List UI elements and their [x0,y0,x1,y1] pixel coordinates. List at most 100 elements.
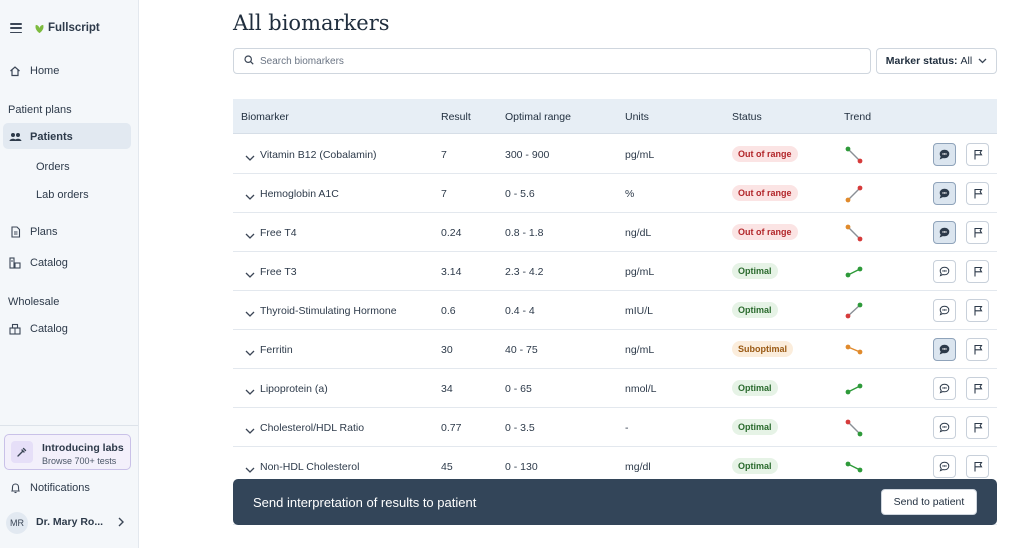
result-value: 34 [441,383,453,395]
comment-icon [939,149,950,160]
expand-chevron-icon[interactable] [245,383,255,401]
expand-chevron-icon[interactable] [245,422,255,440]
flag-button[interactable] [966,143,989,166]
result-value: 7 [441,149,447,161]
flag-button[interactable] [966,221,989,244]
trend-sparkline [845,266,863,278]
active-item-highlight [3,123,131,149]
search-input[interactable] [260,55,820,67]
promo-subtitle: Browse 700+ tests [42,456,117,466]
flag-button[interactable] [966,260,989,283]
table-row[interactable]: Free T3 3.14 2.3 - 4.2 pg/mL Optimal [233,252,997,291]
status-badge: Optimal [732,302,778,318]
marker-status-dropdown[interactable]: Marker status: All [876,48,997,74]
expand-chevron-icon[interactable] [245,344,255,362]
sidebar-item-lab-orders[interactable]: Lab orders [36,189,89,201]
flag-button[interactable] [966,416,989,439]
comment-icon [939,422,950,433]
comment-button[interactable] [933,182,956,205]
optimal-range: 0 - 3.5 [505,422,535,434]
comment-icon [939,266,950,277]
sidebar-header: Fullscript [10,22,100,34]
comment-button[interactable] [933,299,956,322]
biomarker-name: Lipoprotein (a) [260,383,328,395]
sidebar-item-catalog[interactable]: Catalog [8,256,68,270]
sidebar-item-patients[interactable]: Patients [8,130,73,144]
expand-chevron-icon[interactable] [245,461,255,479]
column-header-optimal-range[interactable]: Optimal range [505,111,571,123]
table-row[interactable]: Cholesterol/HDL Ratio 0.77 0 - 3.5 - Optimal [233,408,997,447]
table-header: Biomarker Result Optimal range Units Sta… [233,99,997,134]
comment-button[interactable] [933,260,956,283]
flag-button[interactable] [966,182,989,205]
status-filter-label: Marker status: [885,55,958,67]
status-badge: Optimal [732,458,778,474]
expand-chevron-icon[interactable] [245,305,255,323]
avatar[interactable]: MR [6,512,28,534]
flag-icon [973,344,982,355]
biomarker-name: Non-HDL Cholesterol [260,461,360,473]
comment-button[interactable] [933,221,956,244]
comment-button[interactable] [933,377,956,400]
user-name[interactable]: Dr. Mary Ro... [36,516,104,528]
table-row[interactable]: Lipoprotein (a) 34 0 - 65 nmol/L Optimal [233,369,997,408]
fullscript-logo[interactable]: Fullscript [34,22,100,34]
promo-title: Introducing labs [42,442,124,454]
comment-button[interactable] [933,143,956,166]
expand-chevron-icon[interactable] [245,266,255,284]
table-row[interactable]: Thyroid-Stimulating Hormone 0.6 0.4 - 4 mIU… [233,291,997,330]
optimal-range: 0 - 5.6 [505,188,535,200]
users-icon [8,130,22,144]
catalog-icon [8,256,22,270]
sidebar-item-plans[interactable]: Plans [8,225,58,239]
comment-button[interactable] [933,416,956,439]
table-row[interactable]: Free T4 0.24 0.8 - 1.8 ng/dL Out of range [233,213,997,252]
table-row[interactable]: Vitamin B12 (Cobalamin) 7 300 - 900 pg/mL Ou… [233,135,997,174]
column-header-result[interactable]: Result [441,111,471,123]
flag-button[interactable] [966,377,989,400]
optimal-range: 40 - 75 [505,344,538,356]
flag-button[interactable] [966,299,989,322]
expand-chevron-icon[interactable] [245,188,255,206]
flag-button[interactable] [966,455,989,478]
sidebar-item-orders[interactable]: Orders [36,161,70,173]
optimal-range: 0.4 - 4 [505,305,535,317]
biomarker-name: Cholesterol/HDL Ratio [260,422,365,434]
status-badge: Optimal [732,263,778,279]
comment-icon [939,461,950,472]
sidebar-item-home[interactable]: Home [8,64,59,78]
pipette-icon [11,441,33,463]
sidebar-item-notifications[interactable]: Notifications [8,481,90,495]
introducing-labs-card[interactable]: Introducing labs Browse 700+ tests [4,434,131,470]
units: - [625,422,629,434]
optimal-range: 0.8 - 1.8 [505,227,544,239]
status-badge: Suboptimal [732,341,793,357]
flag-icon [973,422,982,433]
flag-button[interactable] [966,338,989,361]
search-bar[interactable] [233,48,871,74]
result-value: 0.24 [441,227,462,239]
units: mg/dl [625,461,651,473]
send-to-patient-button[interactable]: Send to patient [881,489,977,515]
sidebar: Fullscript Home Patient plans Patients O… [0,0,139,548]
column-header-biomarker[interactable]: Biomarker [241,111,289,123]
table-row[interactable]: Ferritin 30 40 - 75 ng/mL Suboptimal [233,330,997,369]
expand-chevron-icon[interactable] [245,227,255,245]
expand-chevron-icon[interactable] [245,149,255,167]
column-header-units[interactable]: Units [625,111,649,123]
column-header-status[interactable]: Status [732,111,762,123]
comment-icon [939,227,950,238]
chevron-right-icon[interactable] [117,515,125,533]
page-title: All biomarkers [233,11,390,35]
sidebar-item-label: Home [30,65,60,77]
sidebar-item-wholesale-catalog[interactable]: Catalog [8,322,68,336]
status-filter-value: All [960,55,973,67]
column-header-trend[interactable]: Trend [844,111,872,123]
chevron-down-icon [978,55,987,67]
comment-button[interactable] [933,455,956,478]
comment-button[interactable] [933,338,956,361]
table-row[interactable]: Hemoglobin A1C 7 0 - 5.6% Out of range [233,174,997,213]
hamburger-menu-icon[interactable] [10,22,22,34]
trend-sparkline [845,344,863,355]
status-badge: Out of range [732,185,798,201]
